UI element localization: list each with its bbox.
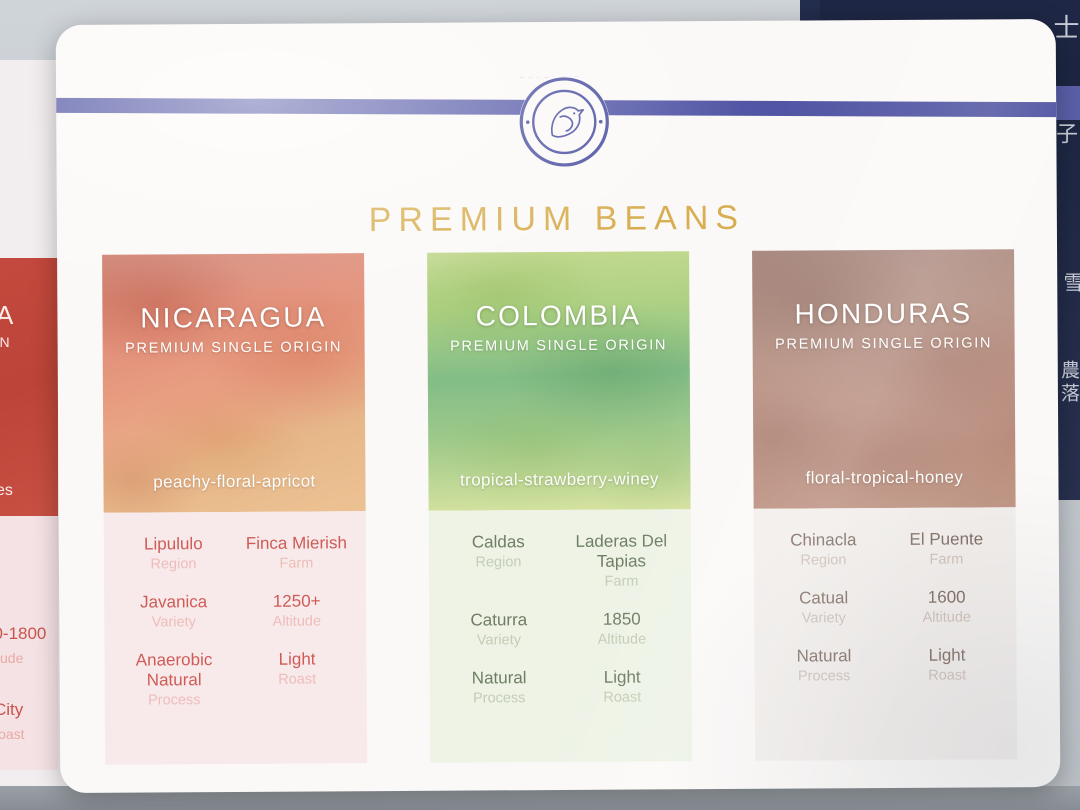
card-specs-honduras: Chinacla Region El Puente Farm Catual Va… (753, 507, 1018, 761)
background-left-card-subtitle: IN (0, 334, 12, 350)
spec-farm: Laderas Del Tapias Farm (560, 531, 683, 590)
card-tasting-notes-nicaragua: peachy-floral-apricot (153, 471, 316, 492)
spec-variety-value: Javanica (140, 592, 208, 612)
spec-variety-label: Variety (151, 614, 196, 631)
card-subtitle-colombia: PREMIUM SINGLE ORIGIN (450, 337, 668, 355)
card-title-nicaragua: NICARAGUA (140, 301, 327, 334)
background-left-card-roast-label: Roast (0, 726, 25, 742)
spec-region-value: Chinacla (790, 530, 857, 550)
spec-farm-value: Finca Mierish (245, 533, 347, 553)
spec-region-label: Region (800, 552, 847, 569)
spec-variety-value: Catual (799, 588, 849, 608)
spec-altitude-value: 1850 (602, 609, 641, 629)
spec-roast: Light Roast (561, 667, 684, 706)
bluebird-coffee-logo: BLUEBIRD COFFEE (518, 76, 610, 168)
background-left-card-name: A (0, 300, 16, 330)
beans-card-row: NICARAGUA PREMIUM SINGLE ORIGIN peachy-f… (102, 249, 1018, 765)
spec-process: Natural Process (762, 646, 885, 685)
spec-process: Natural Process (438, 668, 561, 707)
spec-region: Caldas Region (437, 532, 560, 591)
spec-roast: Light Roast (885, 645, 1008, 684)
spec-process-value: Natural (796, 646, 852, 666)
spec-variety-value: Caturra (470, 610, 528, 630)
card-title-colombia: COLOMBIA (475, 299, 642, 332)
spec-altitude-label: Altitude (922, 609, 972, 626)
spec-farm-label: Farm (929, 551, 964, 568)
bean-card-honduras[interactable]: HONDURAS PREMIUM SINGLE ORIGIN floral-tr… (752, 249, 1018, 761)
spec-roast-value: Light (928, 645, 966, 665)
spec-process-label: Process (148, 692, 201, 709)
spec-farm: Finca Mierish Farm (235, 533, 358, 572)
spec-roast-value: Light (278, 649, 316, 669)
spec-altitude: 1250+ Altitude (235, 591, 358, 630)
logo-word-text: COFFEE (519, 77, 569, 80)
spec-region-value: Caldas (471, 532, 525, 552)
spec-altitude: 1600 Altitude (885, 587, 1008, 626)
card-hero-colombia: COLOMBIA PREMIUM SINGLE ORIGIN tropical-… (427, 251, 691, 511)
spec-process: Anaerobic Natural Process (112, 650, 235, 709)
bean-card-nicaragua[interactable]: NICARAGUA PREMIUM SINGLE ORIGIN peachy-f… (102, 253, 368, 765)
spec-roast: Light Roast (235, 649, 358, 708)
spec-farm-label: Farm (279, 555, 314, 572)
spec-variety: Caturra Variety (437, 610, 560, 649)
card-subtitle-honduras: PREMIUM SINGLE ORIGIN (775, 335, 993, 353)
background-left-card-altitude: 00-1800 (0, 624, 47, 643)
spec-altitude-value: 1250+ (272, 591, 321, 611)
background-poster-text-4: 農落 (1058, 360, 1080, 406)
spec-altitude-label: Altitude (272, 613, 322, 630)
spec-process-value: Anaerobic Natural (135, 650, 213, 690)
spec-region: Chinacla Region (762, 530, 885, 569)
spec-altitude: 1850 Altitude (560, 609, 683, 648)
spec-variety: Catual Variety (762, 588, 885, 627)
spec-variety-label: Variety (476, 632, 522, 649)
background-left-card-body (0, 516, 58, 770)
spec-region: Lipululo Region (112, 534, 235, 573)
card-tasting-notes-honduras: floral-tropical-honey (805, 467, 964, 488)
spec-region-label: Region (150, 556, 197, 573)
bluebird-icon (550, 106, 585, 138)
background-poster-text-3: 雪 (1060, 272, 1080, 296)
background-left-card-hero (0, 258, 58, 516)
spec-altitude-label: Altitude (597, 631, 647, 648)
spec-farm: El Puente Farm (885, 529, 1008, 568)
spec-farm-value: Laderas Del Tapias (575, 531, 668, 571)
card-hero-nicaragua: NICARAGUA PREMIUM SINGLE ORIGIN peachy-f… (102, 253, 366, 513)
menu-board: BLUEBIRD COFFEE PREMIUM BEANS NICARAGUA … (55, 18, 1061, 794)
spec-region-value: Lipululo (143, 534, 203, 554)
spec-variety-label: Variety (801, 610, 846, 627)
spec-altitude-value: 1600 (927, 587, 966, 607)
card-hero-honduras: HONDURAS PREMIUM SINGLE ORIGIN floral-tr… (752, 249, 1016, 509)
bean-card-colombia[interactable]: COLOMBIA PREMIUM SINGLE ORIGIN tropical-… (427, 251, 693, 763)
card-specs-colombia: Caldas Region Laderas Del Tapias Farm Ca… (428, 509, 693, 763)
spec-process-value: Natural (471, 668, 527, 688)
spec-roast-label: Roast (603, 689, 642, 706)
spec-farm-value: El Puente (909, 529, 984, 549)
spec-roast-value: Light (603, 667, 641, 687)
background-left-card-altitude-label: ltitude (0, 650, 24, 666)
spec-variety: Javanica Variety (112, 592, 235, 631)
card-specs-nicaragua: Lipululo Region Finca Mierish Farm Javan… (103, 511, 368, 765)
spec-region-label: Region (475, 554, 522, 571)
spec-process-label: Process (797, 668, 851, 685)
spec-roast-label: Roast (278, 671, 317, 688)
card-tasting-notes-colombia: tropical-strawberry-winey (459, 469, 659, 490)
spec-process-label: Process (473, 690, 526, 707)
spec-roast-label: Roast (928, 667, 967, 684)
card-subtitle-nicaragua: PREMIUM SINGLE ORIGIN (125, 339, 343, 357)
background-left-card-notes: es (0, 482, 13, 499)
spec-farm-label: Farm (604, 573, 639, 590)
page-title: PREMIUM BEANS (368, 198, 746, 240)
background-left-card-roast: City (0, 700, 24, 719)
card-title-honduras: HONDURAS (794, 297, 973, 330)
